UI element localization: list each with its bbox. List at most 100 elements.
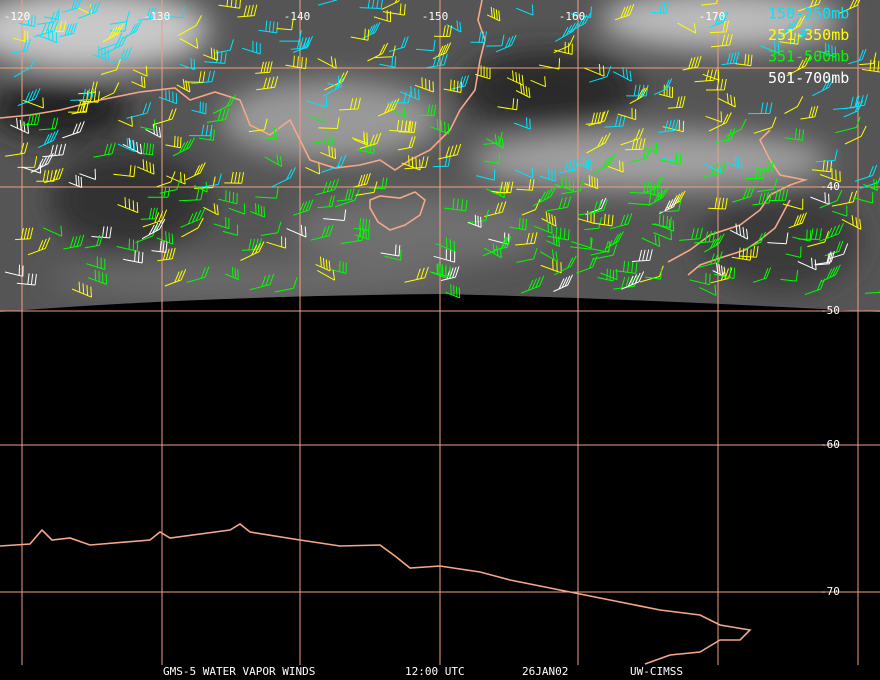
wind-barb <box>321 154 347 173</box>
wind-barb <box>554 41 573 55</box>
wind-barb <box>509 217 528 231</box>
wind-barb <box>122 137 143 155</box>
footer-text: UW-CIMSS <box>630 665 683 678</box>
wind-barb <box>132 65 148 77</box>
wind-barb <box>785 246 802 258</box>
wind-barb <box>224 171 245 184</box>
latitude-label: -60 <box>820 438 840 451</box>
wind-barb <box>222 224 239 236</box>
wind-barb <box>515 4 534 16</box>
wind-barb <box>773 18 799 40</box>
wind-barb <box>16 273 37 286</box>
wind-barb <box>43 20 67 33</box>
wind-barb <box>555 20 580 42</box>
wind-barb <box>38 117 59 131</box>
wind-barb <box>237 4 258 18</box>
wind-barb <box>709 20 729 34</box>
wind-barb <box>666 190 686 209</box>
wind-barb <box>699 285 717 296</box>
wind-barb <box>621 271 645 290</box>
wind-barb <box>475 169 496 181</box>
wind-barb <box>781 15 806 37</box>
wind-barb <box>659 199 682 213</box>
wind-barb <box>240 241 265 261</box>
wind-barb <box>440 266 460 281</box>
wind-barb <box>37 10 59 25</box>
wind-barb <box>532 186 557 207</box>
wind-barb <box>191 101 207 115</box>
legend: 150-250mb 251-350mb 351-500mb 501-700mb <box>768 5 849 88</box>
wind-barb <box>708 112 732 132</box>
wind-barb <box>286 224 307 238</box>
wind-barb <box>626 84 649 97</box>
wind-barb <box>800 105 819 120</box>
longitude-label: -160 <box>559 10 586 23</box>
wind-barb <box>63 234 85 250</box>
wind-barb <box>250 203 266 218</box>
wind-barb <box>604 114 626 128</box>
wind-barb <box>336 188 355 202</box>
wind-barb <box>256 76 279 91</box>
wind-barb <box>586 132 611 154</box>
wind-barb <box>33 20 59 38</box>
wind-barb <box>798 228 822 240</box>
wind-barb <box>359 132 382 149</box>
wind-barb <box>725 118 747 138</box>
wind-barb <box>353 133 369 146</box>
wind-barb <box>70 88 95 101</box>
footer-text: GMS-5 WATER VAPOR WINDS <box>163 665 315 678</box>
wind-barb <box>21 162 42 174</box>
wind-barb <box>815 149 838 163</box>
wind-barb <box>37 129 59 149</box>
wind-barb <box>841 215 862 230</box>
wind-barb <box>445 284 461 299</box>
wind-barb <box>359 0 383 9</box>
wind-barb <box>429 263 451 278</box>
wind-barb <box>374 45 396 59</box>
wind-barb <box>679 227 703 241</box>
wind-barb <box>832 205 848 217</box>
wind-barb <box>404 266 429 283</box>
wind-barb <box>86 256 106 270</box>
wind-barb <box>121 21 142 40</box>
wind-barb <box>570 6 592 18</box>
wind-barb <box>310 112 325 124</box>
wind-barb <box>218 0 241 9</box>
wind-barb <box>732 185 755 203</box>
wind-barb <box>546 196 572 212</box>
wind-barb <box>138 7 157 21</box>
latitude-label: -50 <box>820 304 840 317</box>
wind-barb <box>199 173 222 188</box>
wind-barb <box>22 97 44 109</box>
wind-barb <box>189 124 213 137</box>
wind-barb <box>100 59 121 75</box>
wind-barb <box>804 278 826 296</box>
wind-barb <box>203 47 219 61</box>
wind-barb <box>136 159 155 175</box>
wind-barb <box>838 0 861 15</box>
wind-barb <box>617 107 637 121</box>
wind-barb <box>516 179 535 191</box>
wind-barb <box>384 249 402 261</box>
wind-barb <box>135 225 158 244</box>
wind-barb <box>694 230 716 244</box>
wind-barb <box>615 260 638 274</box>
wind-barb <box>515 232 538 246</box>
tasmania-coast <box>369 191 426 231</box>
legend-entry: 351-500mb <box>768 48 849 66</box>
wind-barb <box>819 222 844 242</box>
wind-barb <box>435 237 456 252</box>
wind-barb <box>780 270 799 282</box>
wind-barb <box>71 281 92 298</box>
wind-barb <box>843 94 868 110</box>
wind-barb <box>753 116 777 134</box>
wind-barb <box>570 238 593 250</box>
wind-barb <box>158 89 178 105</box>
wind-barb <box>388 36 409 52</box>
footer-text: 12:00 UTC <box>405 665 465 678</box>
wind-barb <box>744 231 767 250</box>
wind-barb <box>330 260 347 274</box>
wind-barb <box>157 247 176 262</box>
wind-barb <box>539 168 556 182</box>
wind-barb <box>248 118 268 133</box>
